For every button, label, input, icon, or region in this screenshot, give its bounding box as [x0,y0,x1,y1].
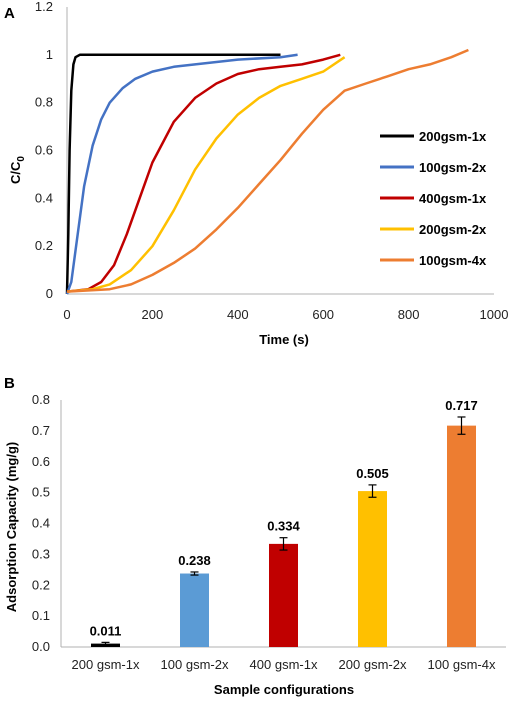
panel-a-y-tick-label: 0.4 [35,190,53,205]
bar-200-gsm-2x [358,491,387,647]
panel-b-y-tick-label: 0.6 [32,454,50,469]
legend-label-200gsm-2x: 200gsm-2x [419,222,487,237]
panel-b-y-tick-label: 0.8 [32,392,50,407]
panel-a-y-axis-label-main: C/C [8,161,23,184]
panel-b-y-tick-label: 0.2 [32,577,50,592]
bar-100-gsm-2x [180,573,209,647]
legend-label-200gsm-1x: 200gsm-1x [419,129,487,144]
panel-a-label: A [4,5,15,22]
series-line-100gsm-4x [66,48,469,293]
data-label: 0.238 [178,553,211,568]
panel-a-x-tick-label: 800 [398,307,420,322]
panel-a-x-ticks: 0 200 400 600 800 1000 [63,307,508,322]
panel-b-x-ticks: 200 gsm-1x 100 gsm-2x 400 gsm-1x 200 gsm-2x… [72,657,496,672]
panel-b-x-tick-label: 200 gsm-1x [72,657,140,672]
panel-b-y-tick-label: 0.7 [32,423,50,438]
panel-b-y-tick-label: 0.5 [32,485,50,500]
panel-b-x-tick-label: 400 gsm-1x [250,657,318,672]
panel-b-label: B [4,375,15,392]
series-line-200gsm-1x [65,53,281,295]
data-label: 0.011 [90,623,122,638]
panel-b-y-ticks: 0.0 0.1 0.2 0.3 0.4 0.5 0.6 0.7 0.8 [32,392,50,654]
panel-a: A 0 0.2 0.4 0.6 0.8 1 1.2 0 200 400 600 800 1000 20… [4,0,508,347]
data-label: 0.505 [356,466,389,481]
legend-label-100gsm-2x: 100gsm-2x [419,160,487,175]
panel-b-bars: 0.011 0.238 0.334 0.505 0.717 [90,398,478,647]
series-line-100gsm-2x [65,53,298,295]
panel-b-y-tick-label: 0.4 [32,516,50,531]
panel-a-y-tick-label: 0.2 [35,238,53,253]
panel-a-x-tick-label: 0 [63,307,70,322]
panel-b-x-tick-label: 100 gsm-2x [161,657,229,672]
panel-a-legend: 200gsm-1x 100gsm-2x 400gsm-1x 200gsm-2x 100g… [380,129,487,268]
panel-b-y-tick-label: 0.0 [32,639,50,654]
panel-b-y-tick-label: 0.1 [32,608,50,623]
data-label: 0.334 [267,519,300,534]
panel-a-y-axis-label: C/C0 [8,156,27,184]
panel-a-y-tick-label: 0.6 [35,143,53,158]
panel-b-y-tick-label: 0.3 [32,546,50,561]
panel-a-y-tick-label: 0.8 [35,95,53,110]
panel-a-y-tick-label: 1 [46,47,53,62]
series-line-400gsm-1x [66,53,341,293]
panel-a-y-tick-label: 1.2 [35,0,53,14]
bar-100-gsm-4x [447,425,476,647]
panel-a-x-tick-label: 1000 [480,307,509,322]
panel-a-y-axis-label-sub: 0 [16,156,27,162]
panel-a-x-tick-label: 200 [142,307,164,322]
panel-a-x-tick-label: 600 [312,307,334,322]
panel-a-series [65,48,469,295]
panel-b-x-tick-label: 100 gsm-4x [428,657,496,672]
panel-a-x-axis-label: Time (s) [259,332,309,347]
legend-label-400gsm-1x: 400gsm-1x [419,191,487,206]
panel-b-x-tick-label: 200 gsm-2x [339,657,407,672]
panel-a-y-tick-label: 0 [46,286,53,301]
panel-a-y-ticks: 0 0.2 0.4 0.6 0.8 1 1.2 [35,0,53,301]
panel-b-y-axis-label: Adsorption Capacity (mg/g) [4,442,19,612]
series-line-200gsm-2x [66,56,346,293]
panel-a-axes [66,7,494,295]
panel-b: B 0.0 0.1 0.2 0.3 0.4 0.5 0.6 0.7 0.8 0.011 0.238… [4,375,506,697]
bar-400-gsm-1x [269,543,298,647]
data-label: 0.717 [445,398,478,413]
panel-b-x-axis-label: Sample configurations [214,682,354,697]
panel-a-x-tick-label: 400 [227,307,249,322]
legend-label-100gsm-4x: 100gsm-4x [419,253,487,268]
